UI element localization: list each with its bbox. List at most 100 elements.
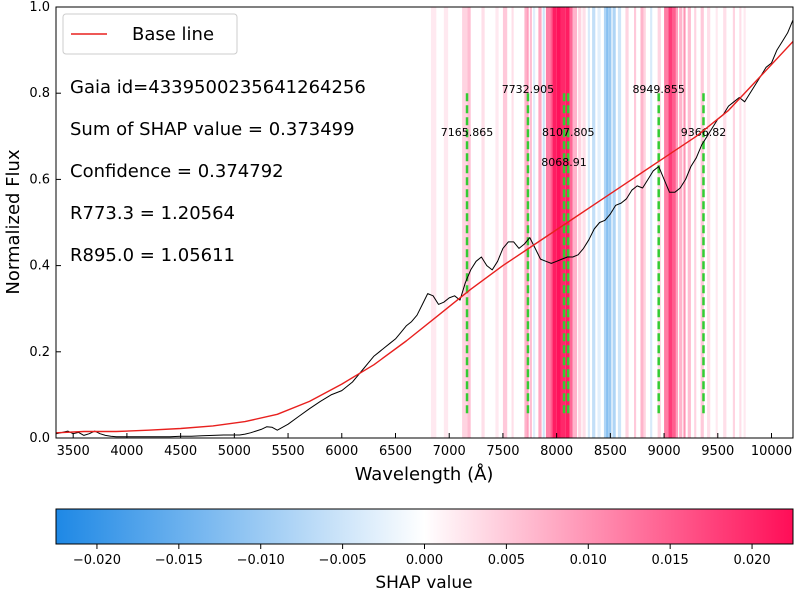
colorbar-gradient [55,508,794,545]
x-tick-label: 8500 [594,444,627,459]
marker-lines: 7165.865 7732.905 8107.805 8068.91 8949.855 9… [441,83,726,417]
y-tick-label: 0.0 [29,431,50,446]
colorbar: −0.020 −0.015 −0.010 −0.005 0.000 0.005 0.010 0… [55,508,794,593]
colorbar-tick-label: −0.020 [73,553,121,568]
y-tick-label: 0.8 [29,86,50,101]
marker-label: 8107.805 [542,126,595,139]
y-tick-label: 1.0 [29,0,50,15]
shap-band [582,7,586,438]
x-tick-label: 4500 [164,444,197,459]
shap-band [556,7,561,438]
base-line-series [56,41,793,434]
shap-band [687,7,691,438]
colorbar-ticks: −0.020 −0.015 −0.010 −0.005 0.000 0.005 0.010 0… [73,544,771,568]
shap-band [700,7,704,438]
shap-band [617,7,622,438]
x-tick-label: 9000 [648,444,681,459]
y-axis-label: Normalized Flux [3,149,24,295]
shap-band [672,7,676,438]
shap-band [694,7,697,438]
shap-band [592,7,596,438]
shap-band [550,7,553,438]
shap-band [467,7,471,438]
x-tick-label: 10000 [751,444,792,459]
shap-band [572,7,578,438]
shap-band [529,7,532,438]
shap-band [657,7,661,438]
colorbar-tick-label: −0.005 [319,553,367,568]
shap-band [679,7,683,438]
y-tick-label: 0.4 [29,259,50,274]
colorbar-tick-label: −0.010 [237,553,285,568]
x-tick-label: 4000 [110,444,143,459]
shap-band [524,7,527,438]
shap-band [612,7,616,438]
shap-band [511,7,514,438]
shap-band [683,7,686,438]
shap-band [664,7,669,438]
shap-bands [430,7,746,438]
plot-frame [55,6,794,439]
shap-band [739,7,742,438]
shap-band [462,7,468,438]
shap-band [578,7,582,438]
y-axis-ticks: 0.0 0.2 0.4 0.6 0.8 1.0 [29,0,61,446]
shap-band [569,7,573,438]
x-tick-label: 7000 [433,444,466,459]
shap-band [606,7,609,438]
marker-label: 7732.905 [502,83,555,96]
shap-band [481,7,485,438]
shap-band [650,7,653,438]
x-tick-label: 8000 [540,444,573,459]
legend: Base line [62,13,238,55]
legend-box [62,13,238,55]
shap-band [668,7,673,438]
shap-band [603,7,607,438]
shap-band [633,7,637,438]
x-tick-label: 5500 [272,444,305,459]
colorbar-label: SHAP value [375,573,472,593]
shap-band [643,7,646,438]
shap-band [732,7,735,438]
colorbar-tick-label: 0.000 [406,553,443,568]
shap-band [495,7,499,438]
shap-band [430,7,437,438]
shap-band [502,7,508,438]
annotation-confidence: Confidence = 0.374792 [70,161,284,182]
shap-band [533,7,536,438]
x-tick-label: 5000 [218,444,251,459]
colorbar-tick-label: 0.020 [733,553,770,568]
x-tick-label: 9500 [701,444,734,459]
colorbar-tick-label: 0.005 [488,553,525,568]
marker-label: 9366.82 [681,126,727,139]
x-tick-label: 6000 [325,444,358,459]
y-tick-label: 0.6 [29,172,50,187]
marker-label: 8068.91 [541,156,587,169]
shap-band [608,7,612,438]
shap-band [552,7,557,438]
shap-band [723,7,727,438]
shap-band [443,7,449,438]
shap-band [640,7,644,438]
x-axis-label: Wavelength (Å) [355,463,494,485]
colorbar-tick-label: 0.015 [652,553,689,568]
annotation-r773: R773.3 = 1.20564 [70,203,235,224]
shap-band [542,7,545,438]
colorbar-tick-label: −0.015 [155,553,203,568]
marker-label: 7165.865 [441,126,494,139]
annotation-r895: R895.0 = 1.05611 [70,245,235,266]
shap-band [715,7,718,438]
colorbar-tick-label: 0.010 [570,553,607,568]
legend-label-base-line: Base line [132,24,214,45]
shap-band [675,7,679,438]
annotation-gaia: Gaia id=4339500235641264256 [70,77,366,98]
marker-label: 8949.855 [632,83,685,96]
y-tick-label: 0.2 [29,345,50,360]
shap-band [707,7,711,438]
x-axis-ticks: 3500 4000 4500 5000 5500 6000 6500 7000 7500 8000… [57,433,792,459]
shap-band [560,7,566,438]
shap-band [538,7,542,438]
series-lines [56,19,793,438]
x-tick-label: 6500 [379,444,412,459]
